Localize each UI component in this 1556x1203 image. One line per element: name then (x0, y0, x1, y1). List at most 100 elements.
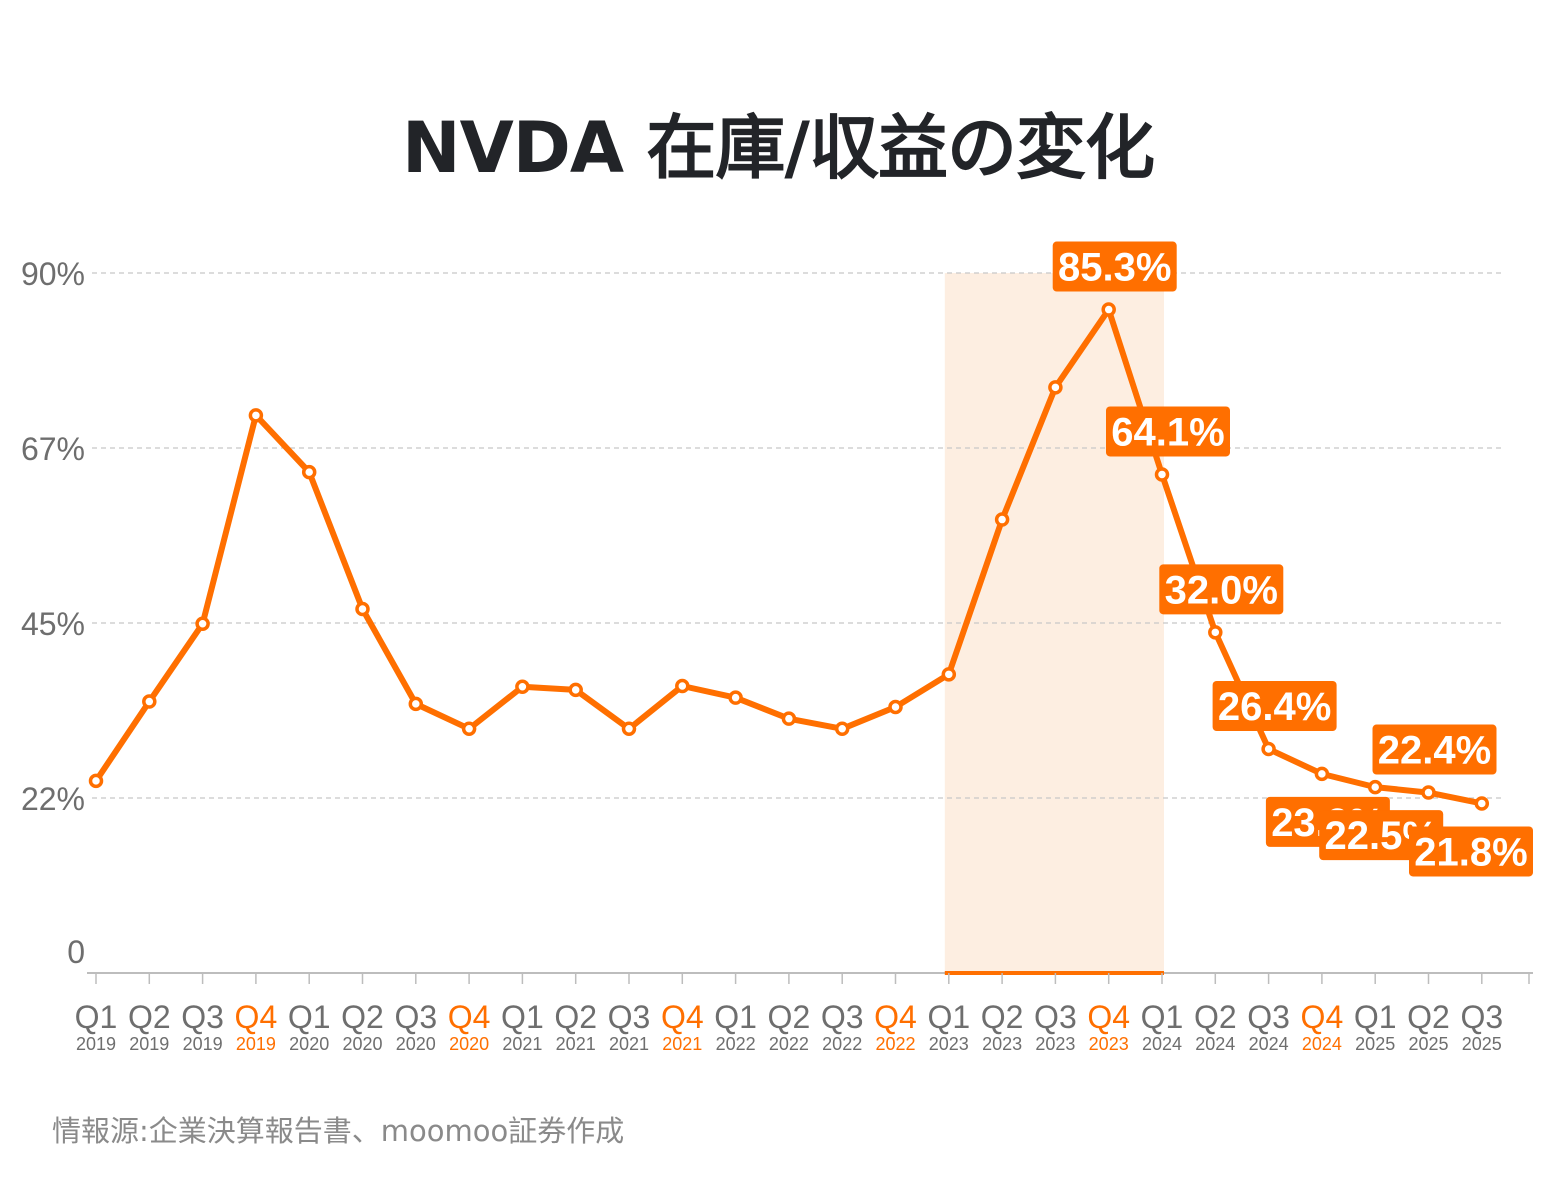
data-label-box (1212, 681, 1337, 731)
x-tick-quarter: Q2 (1194, 999, 1237, 1035)
data-point (355, 601, 370, 617)
data-labels: 85.3%64.1%32.0%26.4%23.9%22.5%22.4%21.8% (1052, 241, 1533, 877)
x-tick-quarter: Q2 (1407, 999, 1450, 1035)
x-tick-year: 2021 (662, 1034, 702, 1054)
x-tick-quarter: Q1 (1354, 999, 1397, 1035)
x-tick-year: 2020 (342, 1034, 382, 1054)
x-tick-quarter: Q2 (554, 999, 597, 1035)
x-tick-year: 2021 (502, 1034, 542, 1054)
x-tick-quarter: Q4 (1087, 999, 1130, 1035)
x-tick-year: 2021 (609, 1034, 649, 1054)
y-tick-label: 67% (21, 431, 85, 467)
x-tick-quarter: Q3 (821, 999, 864, 1035)
data-label-box (1409, 826, 1533, 877)
x-tick-year: 2022 (822, 1034, 862, 1054)
data-label-text: 26.4% (1218, 685, 1331, 729)
data-point (728, 690, 743, 705)
data-point (1367, 779, 1383, 795)
y-tick-label: 45% (21, 606, 85, 642)
x-tick-year: 2025 (1408, 1034, 1448, 1054)
data-point (568, 682, 583, 698)
x-tick-quarter: Q1 (927, 999, 970, 1035)
data-point (994, 512, 1010, 527)
x-tick-year: 2024 (1142, 1034, 1182, 1054)
x-tick-year: 2019 (76, 1034, 116, 1054)
y-tick-labels: 0 22% 45% 67% 90% (21, 256, 85, 970)
x-tick-year: 2025 (1355, 1034, 1395, 1054)
data-point (248, 408, 264, 423)
x-tick-year: 2023 (929, 1034, 969, 1054)
x-tick-quarter: Q1 (501, 999, 544, 1035)
x-tick-quarter: Q4 (448, 999, 491, 1035)
data-point (408, 696, 424, 712)
x-tick-quarter: Q1 (1141, 999, 1184, 1035)
x-tick-labels: Q12019Q22019Q32019Q42019Q12020Q22020Q320… (75, 999, 1503, 1054)
x-tick-year: 2019 (183, 1034, 223, 1054)
data-label-text: 85.3% (1058, 246, 1171, 290)
y-tick-label: 90% (21, 256, 85, 292)
data-label-box (1159, 564, 1284, 615)
x-tick-quarter: Q2 (981, 999, 1024, 1035)
data-point (1474, 796, 1490, 811)
data-point (834, 721, 850, 737)
data-label: 21.8% (1409, 826, 1533, 877)
data-point (88, 773, 104, 789)
x-tick-year: 2020 (449, 1034, 489, 1054)
x-tick-quarter: Q1 (75, 999, 118, 1035)
x-tick-quarter: Q4 (874, 999, 917, 1035)
x-tick-year: 2023 (1035, 1034, 1075, 1054)
x-tick-year: 2023 (982, 1034, 1022, 1054)
x-tick-quarter: Q4 (235, 999, 278, 1035)
x-tick-year: 2020 (396, 1034, 436, 1054)
data-point (1261, 741, 1276, 757)
x-tick-quarter: Q4 (1301, 999, 1344, 1035)
data-point (1154, 467, 1170, 482)
data-label: 85.3% (1052, 241, 1177, 292)
data-label-box (1372, 724, 1497, 775)
x-tick-quarter: Q1 (288, 999, 331, 1035)
data-point (888, 699, 903, 715)
data-label: 64.1% (1106, 406, 1230, 457)
x-tick-quarter: Q1 (714, 999, 757, 1035)
x-tick-year: 2024 (1302, 1034, 1342, 1054)
grid-group (92, 272, 1503, 799)
chart-title: NVDA 在庫/収益の変化 (402, 107, 1155, 189)
data-label-text: 22.4% (1378, 729, 1491, 773)
y-tick-label: 22% (21, 781, 85, 817)
x-tick-quarter: Q4 (661, 999, 704, 1035)
x-tick-year: 2024 (1195, 1034, 1235, 1054)
data-point (941, 667, 957, 682)
x-tick-year: 2021 (556, 1034, 596, 1054)
x-tick-quarter: Q3 (181, 999, 224, 1035)
x-tick-quarter: Q2 (341, 999, 384, 1035)
x-tick-quarter: Q2 (768, 999, 811, 1035)
data-label: 32.0% (1159, 564, 1284, 615)
x-tick-quarter: Q3 (394, 999, 437, 1035)
x-tick-year: 2019 (129, 1034, 169, 1054)
data-label-text: 64.1% (1111, 410, 1224, 454)
data-label-box (1106, 406, 1230, 457)
x-tick-quarter: Q3 (1034, 999, 1077, 1035)
data-point (675, 678, 690, 694)
x-tick-quarter: Q2 (128, 999, 171, 1035)
y-tick-label: 0 (67, 934, 85, 970)
x-tick-year: 2022 (716, 1034, 756, 1054)
x-axis-group (87, 971, 1533, 984)
x-tick-quarter: Q3 (1460, 999, 1503, 1035)
x-tick-quarter: Q3 (608, 999, 651, 1035)
x-tick-year: 2023 (1089, 1034, 1129, 1054)
data-point (1314, 766, 1330, 782)
data-point (621, 721, 637, 737)
x-tick-year: 2019 (236, 1034, 276, 1054)
data-point (515, 679, 530, 695)
data-point (195, 616, 210, 632)
data-label-text: 21.8% (1414, 830, 1527, 874)
data-label: 22.4% (1372, 724, 1497, 775)
source-note: 情報源:企業決算報告書、moomoo証券作成 (52, 1114, 625, 1148)
data-label: 26.4% (1212, 681, 1337, 731)
data-point (781, 711, 797, 726)
x-tick-year: 2020 (289, 1034, 329, 1054)
data-points (88, 302, 1490, 811)
data-label-text: 32.0% (1165, 568, 1278, 612)
